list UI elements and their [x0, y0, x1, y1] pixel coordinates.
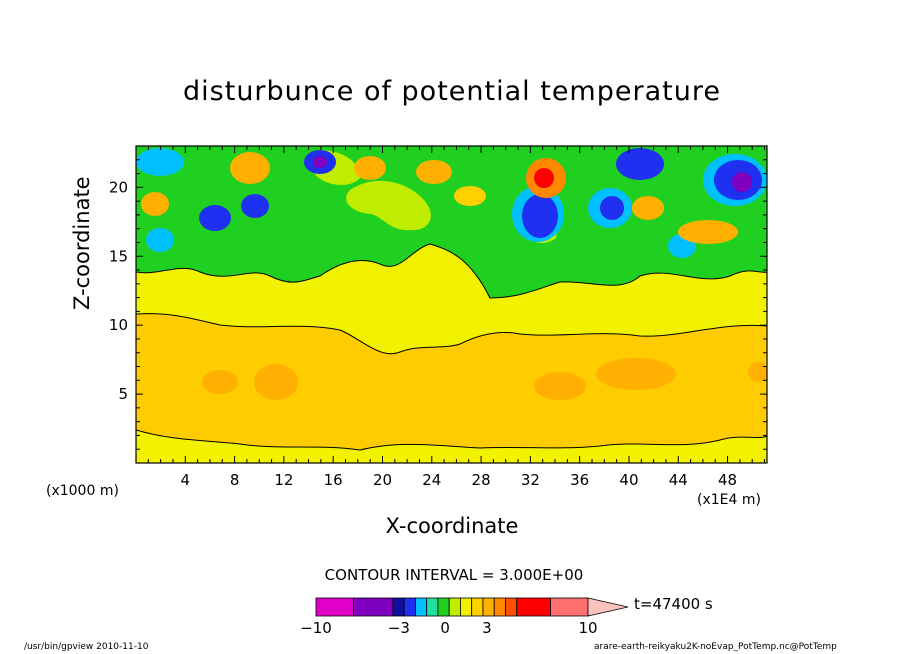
field-cell [141, 192, 169, 216]
contour-line [136, 243, 767, 299]
colorbar-label: 0 [440, 619, 450, 637]
field-cell [354, 156, 386, 180]
field-cell [241, 194, 269, 218]
time-label: t=47400 s [634, 595, 713, 613]
field-cell [202, 370, 238, 394]
footer-right: arare-earth-reikyaku2K-noEvap_PotTemp.nc… [594, 642, 837, 652]
field-cell [230, 152, 270, 184]
y-axis-label: Z-coordinate [70, 176, 94, 310]
colorbar-label: 3 [482, 619, 492, 637]
colorbar-swatch [460, 597, 473, 617]
colorbar-swatch [505, 597, 518, 617]
colorbar-swatch [471, 597, 484, 617]
x-tick-label: 32 [521, 471, 540, 489]
field-cell [748, 362, 767, 382]
colorbar-swatch [516, 597, 551, 617]
x-tick-label: 48 [718, 471, 737, 489]
colorbar-swatch [448, 597, 461, 617]
y-tick-label: 10 [109, 316, 128, 334]
colorbar-swatch [437, 597, 450, 617]
contour-field [136, 146, 767, 463]
colorbar-label: −3 [388, 619, 410, 637]
colorbar-swatch [482, 597, 495, 617]
field-cell [534, 168, 554, 188]
field-cell [600, 196, 624, 220]
field-cell [254, 364, 298, 400]
field-cell [416, 160, 452, 184]
colorbar-swatch [353, 597, 394, 617]
colorbar-swatch [403, 597, 416, 617]
y-tick-label: 20 [109, 178, 128, 196]
field-cell [522, 194, 558, 238]
x-tick-label: 40 [619, 471, 638, 489]
field-cell [632, 196, 664, 220]
x-tick-label: 16 [324, 471, 343, 489]
x-tick-label: 24 [422, 471, 441, 489]
contour-interval: CONTOUR INTERVAL = 3.000E+00 [324, 566, 584, 584]
x-axis-label: X-coordinate [385, 514, 519, 538]
x-unit-right: (x1E4 m) [697, 492, 761, 508]
field-cell [454, 186, 486, 206]
field-cell [136, 148, 184, 176]
plot-frame [135, 145, 768, 464]
x-tick-label: 4 [181, 471, 191, 489]
field-green-region [136, 146, 767, 298]
x-unit-left: (x1000 m) [46, 483, 119, 499]
colorbar-swatch [426, 597, 439, 617]
chart-title: disturbunce of potential temperature [183, 76, 721, 107]
footer-left: /usr/bin/gpview 2010-11-10 [24, 642, 149, 652]
field-cell [732, 172, 752, 192]
field-cell [534, 372, 586, 400]
axis-ticks [136, 146, 767, 463]
field-cell [313, 156, 327, 168]
colorbar-arrow [587, 597, 629, 617]
field-cell [596, 358, 676, 390]
y-tick-label: 5 [118, 385, 128, 403]
field-cell [678, 220, 738, 244]
contour-line [136, 429, 767, 451]
x-tick-label: 20 [373, 471, 392, 489]
colorbar: −10 −3 0 3 10 [300, 597, 629, 637]
x-tick-label: 8 [230, 471, 240, 489]
x-tick-label: 36 [570, 471, 589, 489]
x-tick-label: 12 [274, 471, 293, 489]
colorbar-swatch [392, 597, 405, 617]
contour-line [136, 313, 767, 355]
x-tick-label: 28 [472, 471, 491, 489]
y-tick-label: 15 [109, 247, 128, 265]
colorbar-swatch [550, 597, 589, 617]
x-tick-label: 44 [669, 471, 688, 489]
colorbar-label: −10 [300, 619, 332, 637]
field-cell [146, 228, 174, 252]
colorbar-swatch [415, 597, 428, 617]
colorbar-label: 10 [578, 619, 597, 637]
field-patch [346, 180, 431, 231]
colorbar-swatch [493, 597, 506, 617]
colorbar-swatch [315, 597, 354, 617]
field-cell [199, 205, 231, 231]
field-cell [616, 148, 664, 180]
